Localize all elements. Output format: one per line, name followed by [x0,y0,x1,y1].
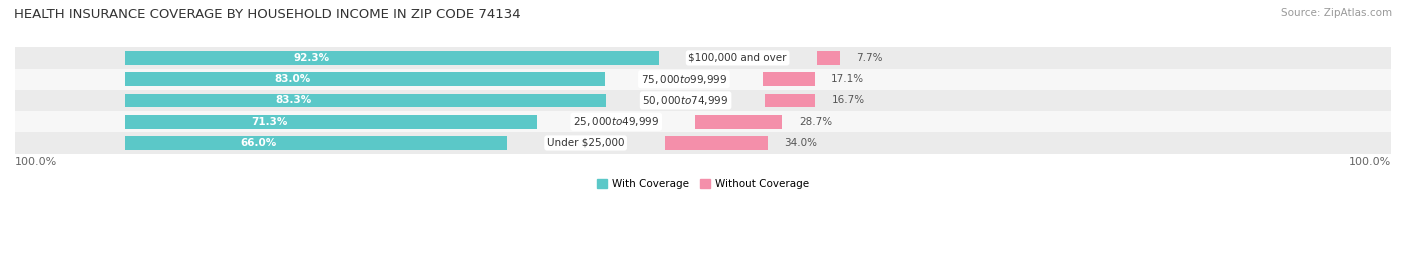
Text: 34.0%: 34.0% [785,138,817,148]
Text: Under $25,000: Under $25,000 [547,138,624,148]
Text: 28.7%: 28.7% [799,117,832,127]
Bar [125,94,606,107]
Text: 83.3%: 83.3% [276,95,312,105]
Text: 83.0%: 83.0% [274,74,311,84]
Bar [125,115,537,129]
Bar [765,94,815,107]
Text: $50,000 to $74,999: $50,000 to $74,999 [643,94,728,107]
Bar [125,136,506,150]
Bar [665,136,768,150]
Bar [15,47,1391,69]
Text: HEALTH INSURANCE COVERAGE BY HOUSEHOLD INCOME IN ZIP CODE 74134: HEALTH INSURANCE COVERAGE BY HOUSEHOLD I… [14,8,520,21]
Bar [125,51,658,65]
Text: 71.3%: 71.3% [252,117,287,127]
Text: Source: ZipAtlas.com: Source: ZipAtlas.com [1281,8,1392,18]
Text: 7.7%: 7.7% [856,53,883,63]
Bar [15,111,1391,132]
Bar [817,51,839,65]
Text: 16.7%: 16.7% [832,95,865,105]
Text: 100.0%: 100.0% [1348,157,1391,167]
Bar [15,132,1391,154]
Bar [696,115,782,129]
Bar [763,72,814,86]
Text: $100,000 and over: $100,000 and over [689,53,787,63]
Bar [15,90,1391,111]
Text: 66.0%: 66.0% [240,138,277,148]
Text: 92.3%: 92.3% [294,53,330,63]
Legend: With Coverage, Without Coverage: With Coverage, Without Coverage [596,179,810,189]
Bar [15,69,1391,90]
Text: $25,000 to $49,999: $25,000 to $49,999 [574,115,659,128]
Text: 17.1%: 17.1% [831,74,865,84]
Bar [125,72,605,86]
Text: 100.0%: 100.0% [15,157,58,167]
Text: $75,000 to $99,999: $75,000 to $99,999 [641,73,727,86]
